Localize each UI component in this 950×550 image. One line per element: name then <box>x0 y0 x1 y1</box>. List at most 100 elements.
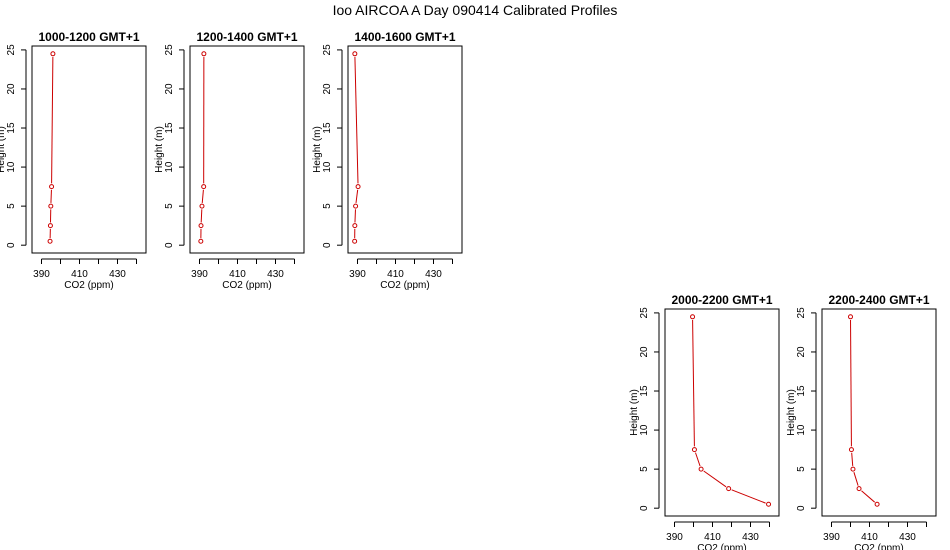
x-tick-label: 410 <box>229 269 246 280</box>
data-point <box>874 501 880 507</box>
y-tick-label: 5 <box>322 203 333 209</box>
data-point <box>201 51 207 57</box>
x-tick-label: 430 <box>267 269 284 280</box>
data-point <box>198 238 204 244</box>
y-axis-label: Height (m) <box>312 126 323 173</box>
data-point <box>766 501 772 507</box>
y-tick-label: 25 <box>322 44 333 56</box>
profile-segment <box>731 489 766 504</box>
y-tick-label: 10 <box>639 424 650 436</box>
profile-segment <box>201 189 204 203</box>
panel-title: 1200-1400 GMT+1 <box>196 30 297 44</box>
profile-segment <box>861 490 876 503</box>
x-tick-label: 390 <box>349 269 366 280</box>
panel-title: 1400-1600 GMT+1 <box>354 30 455 44</box>
x-axis-label: CO2 (ppm) <box>64 280 113 291</box>
data-point <box>848 314 853 320</box>
x-tick-label: 410 <box>71 269 88 280</box>
x-axis-label: CO2 (ppm) <box>697 543 746 550</box>
plot-frame <box>189 45 305 254</box>
y-tick-label: 10 <box>322 161 333 173</box>
y-tick-label: 15 <box>6 122 17 134</box>
panel-title: 1000-1200 GMT+1 <box>38 30 139 44</box>
data-point <box>201 184 207 190</box>
x-tick-label: 410 <box>861 532 878 543</box>
profile-segment <box>850 320 852 447</box>
data-point <box>698 466 704 472</box>
data-point <box>352 238 358 244</box>
data-point <box>50 51 56 57</box>
y-tick-label: 25 <box>639 307 650 319</box>
y-tick-label: 5 <box>164 203 175 209</box>
y-tick-label: 10 <box>796 424 807 436</box>
x-tick-label: 390 <box>666 532 683 543</box>
x-tick-label: 390 <box>33 269 50 280</box>
y-axis-label: Height (m) <box>154 126 165 173</box>
x-tick-label: 390 <box>823 532 840 543</box>
x-tick-label: 410 <box>704 532 721 543</box>
y-axis-label: Height (m) <box>0 126 7 173</box>
y-tick-label: 0 <box>322 242 333 248</box>
y-tick-label: 25 <box>796 307 807 319</box>
y-tick-label: 20 <box>6 83 17 95</box>
profile-segment <box>851 452 854 466</box>
data-point <box>47 223 53 229</box>
plot-frame <box>347 45 463 254</box>
y-tick-label: 25 <box>6 44 17 56</box>
y-tick-label: 15 <box>639 385 650 397</box>
y-tick-label: 10 <box>164 161 175 173</box>
x-tick-label: 430 <box>425 269 442 280</box>
x-tick-label: 390 <box>191 269 208 280</box>
x-axis-label: CO2 (ppm) <box>854 543 903 550</box>
y-tick-label: 5 <box>6 203 17 209</box>
data-point <box>47 238 53 244</box>
y-tick-label: 5 <box>796 466 807 472</box>
plot-frame <box>31 45 147 254</box>
x-axis-label: CO2 (ppm) <box>222 280 271 291</box>
data-point <box>352 51 358 57</box>
y-tick-label: 15 <box>164 122 175 134</box>
y-tick-label: 0 <box>164 242 175 248</box>
profile-segment <box>200 209 203 223</box>
profile-segment <box>51 57 54 184</box>
y-tick-label: 5 <box>639 466 650 472</box>
y-axis-label: Height (m) <box>786 389 797 436</box>
y-tick-label: 20 <box>639 346 650 358</box>
data-point <box>49 184 55 190</box>
data-point <box>198 223 204 229</box>
y-tick-label: 20 <box>322 83 333 95</box>
data-point <box>856 486 862 492</box>
profile-segment <box>355 189 359 204</box>
y-axis-label: Height (m) <box>629 389 640 436</box>
y-tick-label: 25 <box>164 44 175 56</box>
data-point <box>848 447 854 453</box>
y-tick-label: 0 <box>6 242 17 248</box>
plot-frame <box>664 308 780 517</box>
x-tick-label: 430 <box>109 269 126 280</box>
data-point <box>355 184 361 190</box>
profile-segment <box>703 470 727 488</box>
y-tick-label: 15 <box>796 385 807 397</box>
x-axis-label: CO2 (ppm) <box>380 280 429 291</box>
y-tick-label: 0 <box>639 505 650 511</box>
profile-segment <box>853 472 859 486</box>
plot-frame <box>821 308 937 517</box>
data-point <box>726 486 732 492</box>
y-tick-label: 20 <box>164 83 175 95</box>
profile-segment <box>354 56 359 184</box>
profile-segment <box>50 189 52 203</box>
panel-title: 2000-2200 GMT+1 <box>671 293 772 307</box>
data-point <box>690 314 696 320</box>
x-tick-label: 430 <box>742 532 759 543</box>
data-point <box>199 203 205 209</box>
x-tick-label: 430 <box>899 532 916 543</box>
y-tick-label: 15 <box>322 122 333 134</box>
y-tick-label: 20 <box>796 346 807 358</box>
profile-segment <box>354 209 356 223</box>
